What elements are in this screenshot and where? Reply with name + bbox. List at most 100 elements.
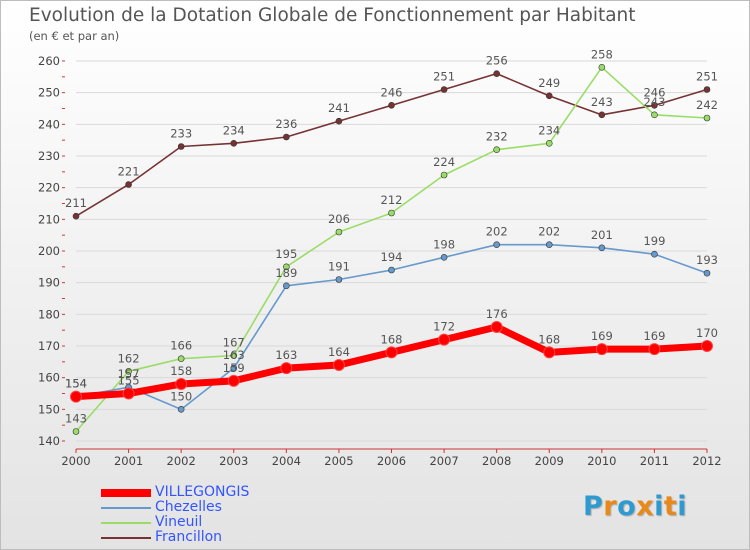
legend-label-chezelles: Chezelles xyxy=(155,499,222,515)
data-label-vineuil: 162 xyxy=(118,351,140,365)
data-point-vineuil xyxy=(230,352,238,359)
logo-letter: i xyxy=(654,491,664,522)
data-label-francillon: 221 xyxy=(118,165,140,179)
data-label-chezelles: 202 xyxy=(486,225,508,239)
chart-subtitle: (en € et par an) xyxy=(29,29,120,43)
data-label-vineuil: 258 xyxy=(591,47,613,61)
data-point-villegongis xyxy=(701,340,713,352)
data-label-francillon: 249 xyxy=(538,76,560,90)
data-point-vineuil xyxy=(335,228,343,236)
data-point-chezelles xyxy=(703,269,711,277)
data-label-francillon: 251 xyxy=(433,70,455,84)
data-point-francillon xyxy=(440,86,448,93)
data-point-chezelles xyxy=(598,244,606,252)
x-tick-label: 2009 xyxy=(535,454,564,468)
legend-label-vineuil: Vineuil xyxy=(155,514,203,530)
data-point-chezelles xyxy=(493,241,500,248)
data-label-chezelles: 191 xyxy=(328,260,350,274)
data-point-francillon xyxy=(493,70,500,77)
data-point-chezelles xyxy=(440,254,448,261)
data-label-villegongis: 158 xyxy=(170,364,192,378)
data-label-chezelles: 150 xyxy=(170,389,192,403)
y-tick-label: 250 xyxy=(38,86,60,100)
y-tick-label: 220 xyxy=(38,181,60,195)
legend-item-francillon: Francillon xyxy=(101,530,249,545)
legend: VILLEGONGIS Chezelles Vineuil Francillon xyxy=(101,485,249,545)
x-tick-label: 2004 xyxy=(272,454,301,468)
y-tick-label: 190 xyxy=(38,276,60,290)
data-label-chezelles: 198 xyxy=(433,237,455,251)
y-tick-label: 210 xyxy=(38,212,60,226)
legend-swatch-vineuil xyxy=(101,521,151,524)
data-label-chezelles: 189 xyxy=(275,266,297,280)
data-label-villegongis: 154 xyxy=(65,377,87,391)
y-tick-label: 140 xyxy=(38,434,60,448)
x-tick-label: 2006 xyxy=(377,454,406,468)
data-point-chezelles xyxy=(545,241,553,248)
data-point-villegongis xyxy=(595,343,608,356)
x-tick-label: 2000 xyxy=(61,454,90,468)
legend-item-chezelles: Chezelles xyxy=(101,500,249,515)
x-tick-label: 2002 xyxy=(167,454,196,468)
data-point-villegongis xyxy=(385,346,398,359)
data-point-villegongis xyxy=(490,321,503,333)
data-point-vineuil xyxy=(72,428,80,435)
y-tick-label: 260 xyxy=(38,54,60,68)
x-tick-label: 2011 xyxy=(640,454,669,468)
x-tick-label: 2005 xyxy=(324,454,353,468)
data-label-vineuil: 224 xyxy=(433,155,455,169)
logo-letter: x xyxy=(636,491,655,522)
x-tick-label: 2012 xyxy=(692,454,721,468)
data-label-francillon: 233 xyxy=(170,127,192,141)
logo-letter: o xyxy=(617,491,637,522)
data-point-chezelles xyxy=(177,406,185,413)
data-label-villegongis: 170 xyxy=(696,326,718,340)
data-label-vineuil: 166 xyxy=(170,339,192,353)
data-label-villegongis: 164 xyxy=(328,345,350,359)
data-point-chezelles xyxy=(230,364,238,372)
data-point-vineuil xyxy=(388,209,395,217)
data-label-francillon: 211 xyxy=(65,196,87,210)
x-tick-label: 2007 xyxy=(429,454,458,468)
data-label-villegongis: 168 xyxy=(538,332,560,346)
data-label-villegongis: 168 xyxy=(381,332,403,346)
data-label-vineuil: 242 xyxy=(696,98,718,112)
data-label-villegongis: 155 xyxy=(118,374,140,388)
data-label-francillon: 241 xyxy=(328,101,350,115)
data-label-vineuil: 243 xyxy=(643,95,665,109)
data-label-chezelles: 154 xyxy=(65,377,87,391)
data-point-vineuil xyxy=(493,146,500,153)
data-point-chezelles xyxy=(335,276,343,283)
data-label-vineuil: 167 xyxy=(223,336,245,350)
data-label-villegongis: 176 xyxy=(486,307,508,321)
data-point-francillon xyxy=(230,140,238,147)
x-tick-label: 2010 xyxy=(587,454,616,468)
data-label-chezelles: 201 xyxy=(591,228,613,242)
data-point-villegongis xyxy=(70,390,82,403)
data-label-chezelles: 194 xyxy=(381,250,403,264)
data-label-chezelles: 193 xyxy=(696,253,718,267)
data-point-francillon xyxy=(545,92,553,100)
data-point-villegongis xyxy=(280,362,293,375)
data-label-vineuil: 212 xyxy=(381,193,403,207)
data-point-vineuil xyxy=(440,171,448,179)
legend-swatch-francillon xyxy=(101,536,151,539)
data-point-villegongis xyxy=(175,378,188,390)
data-label-chezelles: 202 xyxy=(538,225,560,239)
data-point-francillon xyxy=(335,117,343,125)
data-point-vineuil xyxy=(177,355,185,362)
proxiti-logo: Proxiti xyxy=(583,491,687,522)
data-point-vineuil xyxy=(125,368,132,375)
logo-letter: r xyxy=(603,491,618,522)
data-label-villegongis: 169 xyxy=(643,329,665,343)
data-point-vineuil xyxy=(598,64,606,71)
legend-item-vineuil: Vineuil xyxy=(101,515,249,530)
data-label-vineuil: 232 xyxy=(486,130,508,144)
data-point-francillon xyxy=(703,86,711,93)
y-tick-label: 180 xyxy=(38,307,60,321)
data-point-chezelles xyxy=(388,266,395,274)
legend-item-villegongis: VILLEGONGIS xyxy=(101,485,249,500)
data-label-francillon: 251 xyxy=(696,70,718,84)
data-point-chezelles xyxy=(651,250,658,258)
